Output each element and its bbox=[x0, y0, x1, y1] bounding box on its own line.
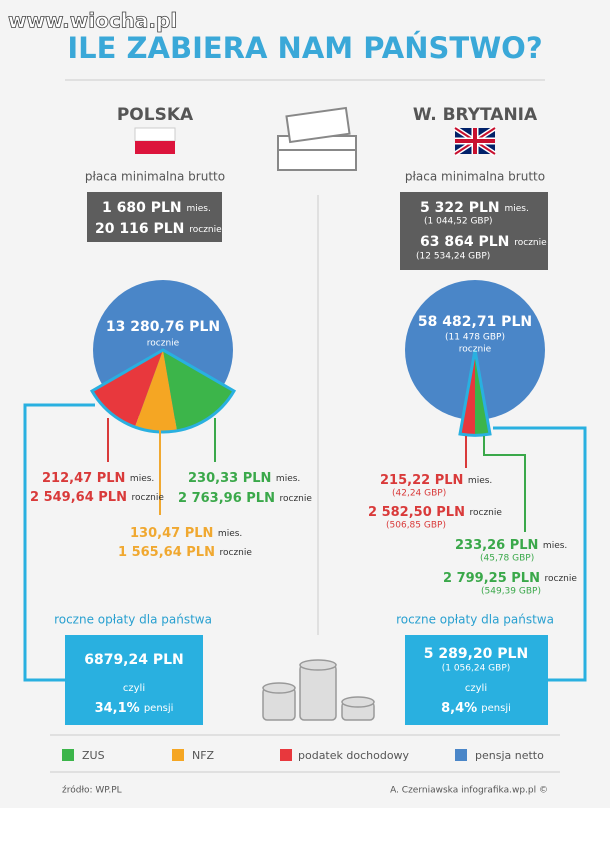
fees-word: czyli bbox=[465, 683, 487, 694]
amount: 2 582,50 PLN bbox=[368, 505, 465, 520]
wage-box bbox=[400, 192, 548, 270]
tax-gbp: (506,85 GBP) bbox=[386, 521, 446, 531]
legend-label: NFZ bbox=[192, 749, 215, 762]
fees-share: 34,1% pensji bbox=[95, 701, 174, 716]
country-name: POLSKA bbox=[117, 105, 194, 125]
legend: ZUS NFZ podatek dochodowy pensja netto bbox=[62, 749, 544, 762]
legend-swatch bbox=[280, 749, 292, 761]
tax-line: 2 549,64 PLN rocznie bbox=[30, 490, 164, 505]
amount: 2 763,96 PLN bbox=[178, 491, 275, 506]
zus-line: 233,26 PLN mies. bbox=[455, 538, 567, 553]
zus-line: 2 799,25 PLN rocznie bbox=[443, 571, 577, 586]
share-word: pensji bbox=[144, 703, 174, 714]
wage-line: 20 116 PLN rocznie bbox=[95, 221, 222, 237]
amount: 212,47 PLN bbox=[42, 471, 125, 486]
wage-caption: płaca minimalna brutto bbox=[405, 170, 545, 184]
unit: mies. bbox=[543, 541, 567, 551]
title: ILE ZABIERA NAM PAŃSTWO? bbox=[67, 31, 542, 65]
fees-box bbox=[65, 635, 203, 725]
source: źródło: WP.PL bbox=[62, 785, 122, 796]
legend-label: ZUS bbox=[82, 749, 105, 762]
unit: mies. bbox=[130, 474, 154, 484]
zus-line: 2 763,96 PLN rocznie bbox=[178, 491, 312, 506]
unit: rocznie bbox=[220, 548, 253, 558]
slice-outline bbox=[89, 348, 237, 434]
fees-share: 8,4% pensji bbox=[441, 701, 511, 716]
zus-gbp: (549,39 GBP) bbox=[481, 587, 541, 597]
amount: 2 799,25 PLN bbox=[443, 571, 540, 586]
credit: A. Czerniawska infografika.wp.pl © bbox=[390, 786, 548, 796]
country-name: W. BRYTANIA bbox=[413, 105, 538, 125]
zus-gbp: (45,78 GBP) bbox=[480, 554, 534, 564]
unit: rocznie bbox=[514, 238, 547, 248]
amount: 230,33 PLN bbox=[188, 471, 271, 486]
nfz-line: 1 565,64 PLN rocznie bbox=[118, 545, 252, 560]
fees-gbp: (1 056,24 GBP) bbox=[442, 664, 511, 674]
pie-sub: rocznie bbox=[459, 345, 492, 355]
unit: rocznie bbox=[470, 508, 503, 518]
amount: 130,47 PLN bbox=[130, 526, 213, 541]
unit: mies. bbox=[218, 529, 242, 539]
money-icon bbox=[277, 106, 357, 171]
fees-word: czyli bbox=[123, 683, 145, 694]
share-word: pensji bbox=[481, 703, 511, 714]
share: 34,1% bbox=[95, 701, 140, 716]
connectors bbox=[23, 403, 216, 682]
zus-line: 230,33 PLN mies. bbox=[188, 471, 300, 486]
amount: 5 322 PLN bbox=[420, 200, 500, 216]
unit: mies. bbox=[468, 476, 492, 486]
legend-label: pensja netto bbox=[475, 749, 544, 762]
tax-gbp: (42,24 GBP) bbox=[392, 489, 446, 499]
unit: mies. bbox=[187, 204, 211, 214]
unit: mies. bbox=[505, 204, 529, 214]
amount: 1 680 PLN bbox=[102, 200, 182, 216]
amount: 63 864 PLN bbox=[420, 234, 509, 250]
flag-uk bbox=[453, 125, 497, 157]
wage-line: 63 864 PLN rocznie bbox=[420, 234, 547, 250]
fees-amount: 6879,24 PLN bbox=[84, 652, 184, 668]
amount: 233,26 PLN bbox=[455, 538, 538, 553]
share: 8,4% bbox=[441, 701, 477, 716]
amount: 215,22 PLN bbox=[380, 473, 463, 488]
pie-sub: (11 478 GBP) bbox=[445, 333, 505, 343]
pie-sub: rocznie bbox=[147, 339, 180, 349]
wage-gbp: (12 534,24 GBP) bbox=[416, 252, 490, 262]
coins-icon bbox=[262, 659, 375, 721]
unit: mies. bbox=[276, 474, 300, 484]
tax-line: 2 582,50 PLN rocznie bbox=[368, 505, 502, 520]
legend-swatch bbox=[62, 749, 74, 761]
slice-nfz bbox=[135, 350, 177, 433]
amount: 1 565,64 PLN bbox=[118, 545, 215, 560]
wage-gbp: (1 044,52 GBP) bbox=[424, 217, 493, 227]
unit: rocznie bbox=[189, 225, 222, 235]
legend-swatch bbox=[172, 749, 184, 761]
amount: 20 116 PLN bbox=[95, 221, 184, 237]
connectors bbox=[465, 426, 587, 682]
unit: rocznie bbox=[132, 493, 165, 503]
wage-line: 5 322 PLN mies. bbox=[420, 200, 529, 216]
tax-line: 212,47 PLN mies. bbox=[42, 471, 154, 486]
nfz-line: 130,47 PLN mies. bbox=[130, 526, 242, 541]
slice-outline bbox=[458, 349, 492, 437]
tax-line: 215,22 PLN mies. bbox=[380, 473, 492, 488]
fees-caption: roczne opłaty dla państwa bbox=[54, 613, 212, 627]
flag-pl bbox=[134, 127, 176, 154]
fees-amount: 5 289,20 PLN bbox=[424, 646, 528, 662]
watermark: www.wiocha.pl bbox=[8, 9, 177, 33]
fees-caption: roczne opłaty dla państwa bbox=[396, 613, 554, 627]
wage-box bbox=[87, 192, 222, 242]
fees-box bbox=[405, 635, 548, 725]
amount: 2 549,64 PLN bbox=[30, 490, 127, 505]
wage-caption: płaca minimalna brutto bbox=[85, 170, 225, 184]
unit: rocznie bbox=[545, 574, 578, 584]
wage-line: 1 680 PLN mies. bbox=[102, 200, 211, 216]
unit: rocznie bbox=[280, 494, 313, 504]
pie-total: 13 280,76 PLN bbox=[106, 319, 220, 335]
legend-swatch bbox=[455, 749, 467, 761]
legend-label: podatek dochodowy bbox=[298, 749, 410, 762]
pie-total: 58 482,71 PLN bbox=[418, 314, 532, 330]
slice-tax bbox=[92, 350, 163, 427]
